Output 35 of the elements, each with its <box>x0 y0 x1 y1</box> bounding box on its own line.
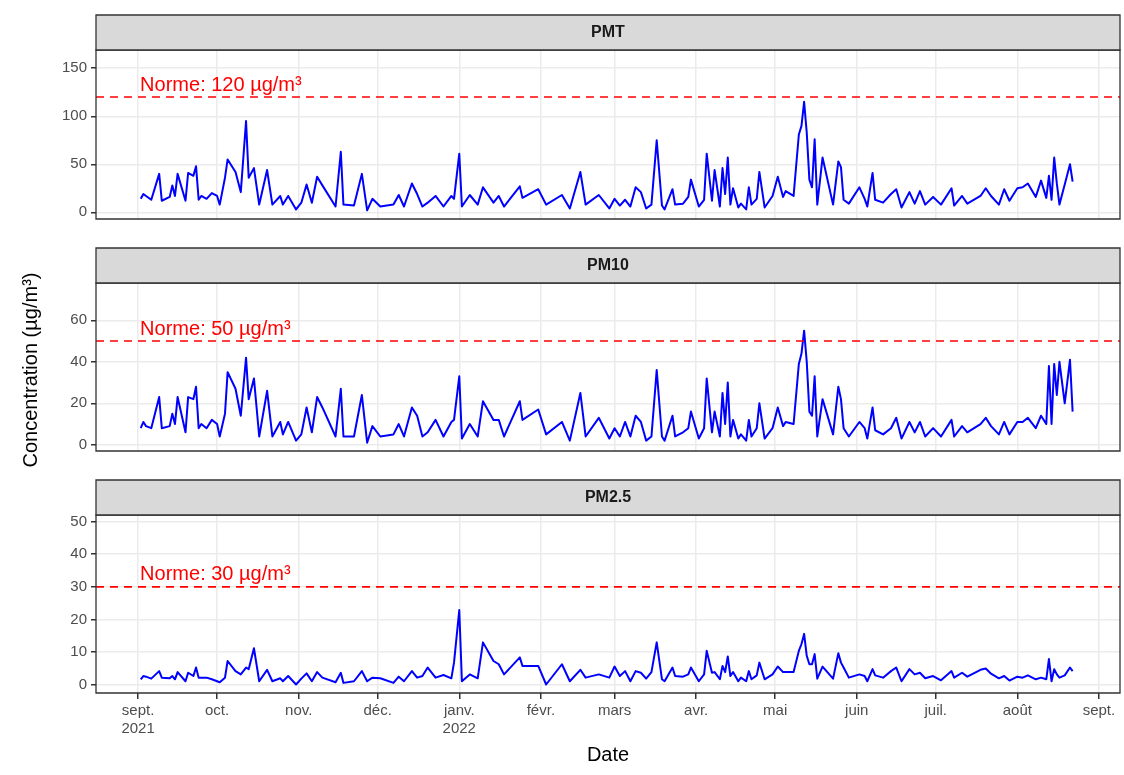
x-tick-label: mai <box>763 701 788 719</box>
y-tick-label: 10 <box>70 642 87 660</box>
y-tick-label: 150 <box>61 58 87 76</box>
x-tick-label: déc. <box>363 701 392 719</box>
y-tick-label: 20 <box>70 393 87 411</box>
x-tick-label: mars <box>597 701 632 719</box>
ref-line-label: Norme: 30 µg/m³ <box>140 562 291 585</box>
x-tick-label: oct. <box>205 701 230 719</box>
x-tick-label: juil. <box>923 701 947 719</box>
y-tick-label: 0 <box>78 674 87 692</box>
y-tick-label: 20 <box>70 609 87 627</box>
y-tick-label: 0 <box>78 434 87 452</box>
y-tick-label: 60 <box>70 310 87 328</box>
x-tick-label: juin <box>844 701 869 719</box>
y-tick-label: 40 <box>70 351 87 369</box>
x-tick-label: févr. <box>526 701 556 719</box>
x-tick-label: sept. <box>1082 701 1116 719</box>
chart-title: PMT <box>591 23 626 41</box>
x-tick-label: avr. <box>684 701 709 719</box>
x-axis-title: Date <box>586 742 630 765</box>
x-tick-label: août <box>1002 701 1033 719</box>
y-tick-label: 0 <box>78 202 87 220</box>
chart-title: PM2.5 <box>584 488 632 506</box>
y-axis-title: Concentration (µg/m³) <box>18 272 42 468</box>
ref-line-label: Norme: 120 µg/m³ <box>140 72 303 95</box>
y-tick-label: 100 <box>61 106 87 124</box>
ref-line-label: Norme: 50 µg/m³ <box>140 316 291 339</box>
x-tick-label: janv. 2022 <box>442 701 476 737</box>
x-tick-label: sept. 2021 <box>121 701 155 737</box>
chart-title: PM10 <box>587 256 629 274</box>
y-tick-label: 50 <box>70 154 87 172</box>
y-tick-label: 50 <box>70 511 87 529</box>
y-tick-label: 30 <box>70 576 87 594</box>
x-tick-label: nov. <box>285 701 313 719</box>
y-tick-label: 40 <box>70 544 87 562</box>
